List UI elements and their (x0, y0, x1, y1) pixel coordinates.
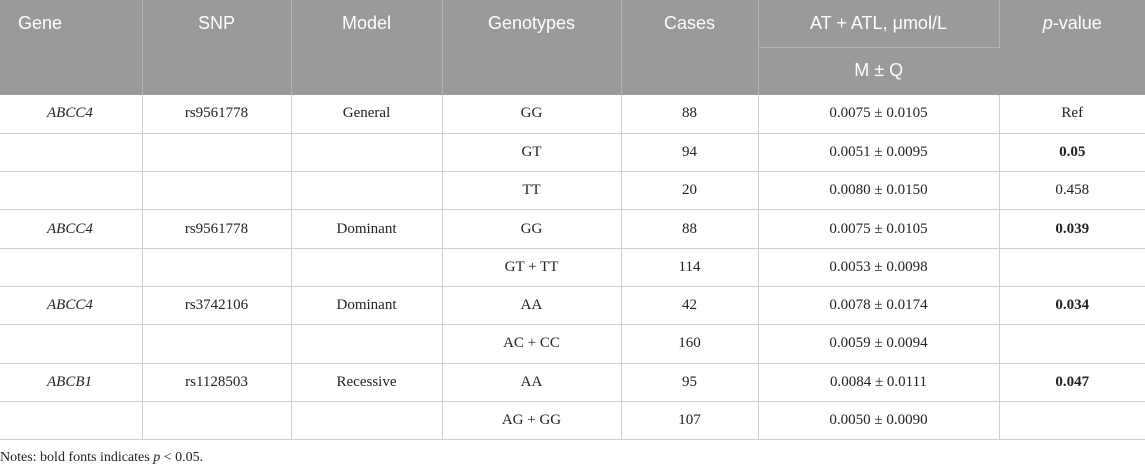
model-cell: General (291, 95, 443, 134)
genotype-cell: GG (442, 209, 622, 249)
snp-cell: rs3742106 (142, 286, 292, 326)
gene-cell (0, 401, 143, 441)
cases-cell: 20 (621, 171, 759, 211)
concentration-cell: 0.0075 ± 0.0105 (758, 209, 1000, 249)
genotype-cell: AA (442, 363, 622, 402)
concentration-cell: 0.0050 ± 0.0090 (758, 401, 1000, 441)
genotype-cell: GG (442, 95, 622, 134)
concentration-cell: 0.0051 ± 0.0095 (758, 133, 1000, 173)
notes-p-italic: p (153, 450, 161, 465)
table-row: ABCC4 rs9561778 Dominant GG 88 0.0075 ± 0.010… (0, 209, 1145, 249)
p-value-cell: 0.039 (999, 209, 1145, 249)
notes-suffix: < 0.05. (160, 450, 204, 465)
cases-cell: 94 (621, 133, 759, 173)
header-concentration: AT + ATL, μmol/L (758, 0, 1000, 48)
gene-cell (0, 171, 143, 211)
snp-cell: rs9561778 (142, 95, 292, 134)
genotype-cell: AG + GG (442, 401, 622, 441)
concentration-cell: 0.0053 ± 0.0098 (758, 248, 1000, 287)
table-row: GT 94 0.0051 ± 0.0095 0.05 (0, 133, 1145, 173)
header-gene: Gene (0, 0, 143, 95)
p-value-cell (999, 248, 1145, 287)
table-row: TT 20 0.0080 ± 0.0150 0.458 (0, 171, 1145, 211)
header-cases: Cases (621, 0, 759, 95)
model-cell: Recessive (291, 363, 443, 402)
snp-cell (142, 133, 292, 173)
model-cell (291, 401, 443, 441)
genotype-cell: TT (442, 171, 622, 211)
p-value-cell: 0.034 (999, 286, 1145, 326)
genotype-cell: GT (442, 133, 622, 173)
concentration-cell: 0.0084 ± 0.0111 (758, 363, 1000, 402)
header-p-value: p-value (999, 0, 1145, 95)
header-concentration-sub: M ± Q (758, 47, 999, 95)
cases-cell: 160 (621, 324, 759, 364)
gene-cell (0, 248, 143, 287)
gene-cell: ABCB1 (0, 363, 143, 402)
table-row: ABCB1 rs1128503 Recessive AA 95 0.0084 ± 0.01… (0, 363, 1145, 402)
model-cell (291, 248, 443, 287)
gene-cell: ABCC4 (0, 95, 143, 134)
gene-cell (0, 133, 143, 173)
cases-cell: 88 (621, 209, 759, 249)
cases-cell: 114 (621, 248, 759, 287)
snp-cell (142, 401, 292, 441)
p-value-cell (999, 324, 1145, 364)
results-table: Gene SNP Model Genotypes Cases AT + ATL,… (0, 0, 1145, 441)
concentration-cell: 0.0080 ± 0.0150 (758, 171, 1000, 211)
snp-cell: rs9561778 (142, 209, 292, 249)
cases-cell: 42 (621, 286, 759, 326)
p-value-cell: 0.458 (999, 171, 1145, 211)
cases-cell: 95 (621, 363, 759, 402)
cases-cell: 88 (621, 95, 759, 134)
model-cell (291, 171, 443, 211)
model-cell (291, 324, 443, 364)
concentration-cell: 0.0059 ± 0.0094 (758, 324, 1000, 364)
concentration-cell: 0.0075 ± 0.0105 (758, 95, 1000, 134)
concentration-cell: 0.0078 ± 0.0174 (758, 286, 1000, 326)
snp-cell (142, 324, 292, 364)
table-header: Gene SNP Model Genotypes Cases AT + ATL,… (0, 0, 1145, 95)
table-body: ABCC4 rs9561778 General GG 88 0.0075 ± 0.0105… (0, 95, 1145, 441)
notes-prefix: Notes: bold fonts indicates (0, 450, 154, 465)
header-snp: SNP (142, 0, 292, 95)
table-row: ABCC4 rs3742106 Dominant AA 42 0.0078 ± 0.017… (0, 286, 1145, 326)
p-value-cell: Ref (999, 95, 1145, 134)
p-value-cell (999, 401, 1145, 441)
cases-cell: 107 (621, 401, 759, 441)
model-cell: Dominant (291, 209, 443, 249)
gene-cell (0, 324, 143, 364)
snp-cell: rs1128503 (142, 363, 292, 402)
gene-cell: ABCC4 (0, 209, 143, 249)
table-row: AG + GG 107 0.0050 ± 0.0090 (0, 401, 1145, 441)
model-cell: Dominant (291, 286, 443, 326)
header-genotypes: Genotypes (442, 0, 622, 95)
p-value-cell: 0.05 (999, 133, 1145, 173)
gene-cell: ABCC4 (0, 286, 143, 326)
p-value-cell: 0.047 (999, 363, 1145, 402)
genotype-cell: AC + CC (442, 324, 622, 364)
snp-cell (142, 248, 292, 287)
genotype-cell: AA (442, 286, 622, 326)
table-row: GT + TT 114 0.0053 ± 0.0098 (0, 248, 1145, 287)
table-notes: Notes: bold fonts indicates p < 0.05. (0, 450, 203, 466)
snp-cell (142, 171, 292, 211)
header-model: Model (291, 0, 443, 95)
model-cell (291, 133, 443, 173)
header-p-rest: -value (1052, 13, 1102, 33)
table-row: AC + CC 160 0.0059 ± 0.0094 (0, 324, 1145, 364)
table-row: ABCC4 rs9561778 General GG 88 0.0075 ± 0.0105… (0, 95, 1145, 134)
genotype-cell: GT + TT (442, 248, 622, 287)
header-p-italic: p (1042, 13, 1053, 33)
